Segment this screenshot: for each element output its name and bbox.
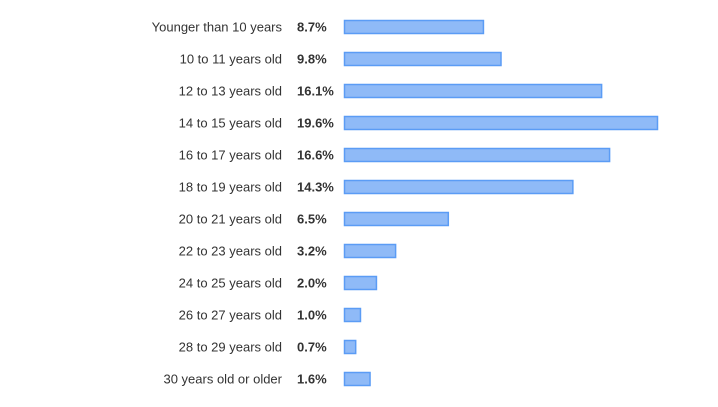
- bar: [343, 19, 485, 35]
- value-label: 0.7%: [297, 340, 327, 355]
- bar: [343, 115, 659, 131]
- bar: [343, 339, 357, 355]
- bar: [343, 211, 450, 227]
- bar: [343, 51, 502, 67]
- value-label: 19.6%: [297, 116, 334, 131]
- value-label: 14.3%: [297, 180, 334, 195]
- chart-rows: Younger than 10 years 8.7% 10 to 11 years …: [152, 19, 659, 387]
- bar: [343, 307, 362, 323]
- category-label: 10 to 11 years old: [180, 52, 282, 67]
- category-label: Younger than 10 years: [152, 20, 283, 35]
- category-label: 26 to 27 years old: [179, 308, 282, 323]
- category-label: 14 to 15 years old: [179, 116, 282, 131]
- value-label: 9.8%: [297, 52, 327, 67]
- value-label: 6.5%: [297, 212, 327, 227]
- bar: [343, 275, 378, 291]
- value-label: 1.6%: [297, 372, 327, 387]
- category-label: 12 to 13 years old: [179, 84, 282, 99]
- value-label: 16.1%: [297, 84, 334, 99]
- category-label: 28 to 29 years old: [179, 340, 282, 355]
- value-label: 8.7%: [297, 20, 327, 35]
- bar: [343, 83, 603, 99]
- category-label: 20 to 21 years old: [179, 212, 282, 227]
- bar: [343, 371, 371, 387]
- category-label: 22 to 23 years old: [179, 244, 282, 259]
- category-label: 18 to 19 years old: [179, 180, 282, 195]
- bar: [343, 147, 611, 163]
- bar: [343, 179, 574, 195]
- value-label: 16.6%: [297, 148, 334, 163]
- bar: [343, 243, 397, 259]
- category-label: 24 to 25 years old: [179, 276, 282, 291]
- category-label: 30 years old or older: [163, 372, 282, 387]
- category-label: 16 to 17 years old: [179, 148, 282, 163]
- value-label: 2.0%: [297, 276, 327, 291]
- value-label: 1.0%: [297, 308, 327, 323]
- value-label: 3.2%: [297, 244, 327, 259]
